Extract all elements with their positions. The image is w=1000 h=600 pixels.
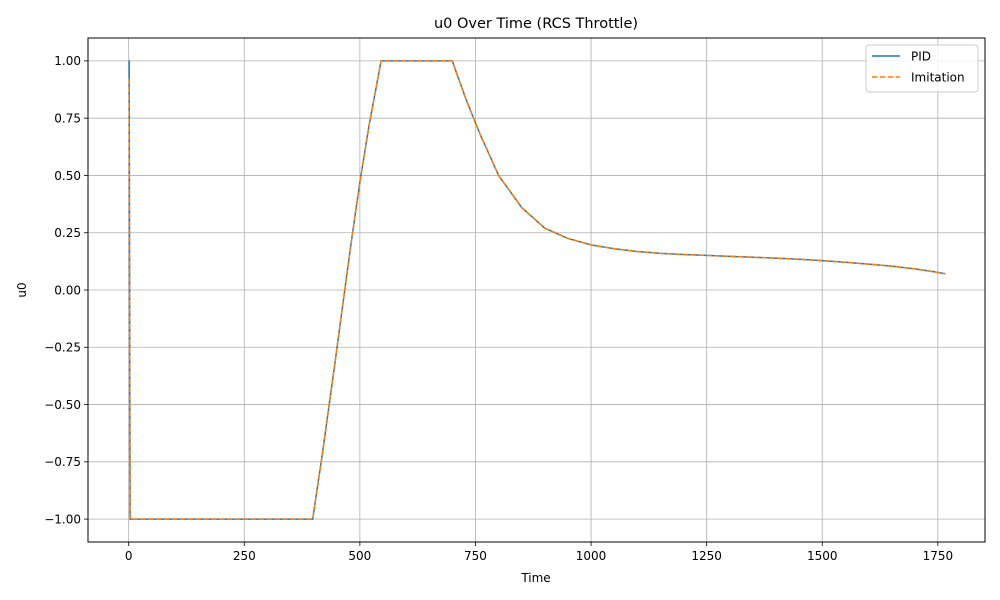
series-lines [128, 60, 946, 520]
legend-label-imitation: Imitation [911, 71, 965, 85]
y-tick-label: 0.00 [54, 283, 81, 297]
x-tick-label: 250 [233, 549, 256, 563]
y-tick-label: −0.25 [44, 341, 81, 355]
grid [88, 38, 985, 542]
chart-title: u0 Over Time (RCS Throttle) [434, 16, 638, 32]
x-tick-label: 1750 [923, 549, 954, 563]
y-tick-label: −0.75 [44, 455, 81, 469]
x-tick-label: 1500 [807, 549, 838, 563]
x-axis-ticks: 0 250 500 750 1000 1250 1500 1750 [125, 542, 953, 563]
y-tick-label: 0.25 [54, 226, 81, 240]
y-axis-label: u0 [15, 282, 29, 297]
x-tick-label: 500 [348, 549, 371, 563]
y-tick-label: −0.50 [44, 398, 81, 412]
y-tick-label: −1.00 [44, 512, 81, 526]
x-tick-label: 1000 [576, 549, 607, 563]
y-tick-label: 1.00 [54, 54, 81, 68]
y-tick-label: 0.50 [54, 169, 81, 183]
y-tick-label: 0.75 [54, 111, 81, 125]
legend-label-pid: PID [911, 50, 931, 64]
legend: PID Imitation [865, 44, 979, 93]
x-tick-label: 0 [125, 549, 133, 563]
series-line-imitation [128, 60, 946, 520]
x-axis-label: Time [520, 571, 550, 585]
x-tick-label: 750 [464, 549, 487, 563]
y-axis-ticks: −1.00 −0.75 −0.50 −0.25 0.00 0.25 0.50 0.75 1.00 [44, 54, 88, 526]
x-tick-label: 1250 [691, 549, 722, 563]
